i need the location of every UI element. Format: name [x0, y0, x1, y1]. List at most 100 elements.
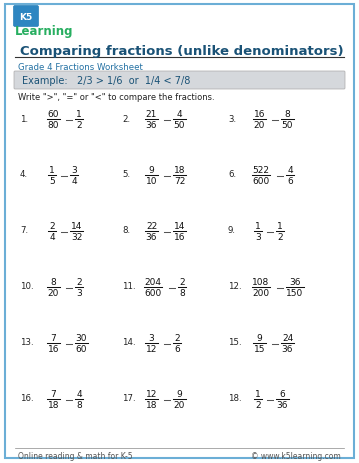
Text: 1: 1 — [277, 221, 283, 231]
Text: 4: 4 — [287, 166, 293, 175]
Text: 2.: 2. — [122, 114, 130, 123]
Text: 60: 60 — [76, 344, 87, 353]
Text: 20: 20 — [254, 121, 265, 130]
Text: 11.: 11. — [122, 282, 136, 291]
Text: K5: K5 — [19, 13, 33, 21]
Text: 600: 600 — [144, 288, 162, 297]
Text: 1.: 1. — [20, 114, 28, 123]
Text: 4: 4 — [76, 389, 82, 398]
Text: 36: 36 — [277, 400, 288, 409]
Text: 4: 4 — [49, 232, 55, 242]
Text: Write ">", "=" or "<" to compare the fractions.: Write ">", "=" or "<" to compare the fra… — [18, 92, 215, 101]
Text: 2: 2 — [277, 232, 283, 242]
Text: 3: 3 — [76, 288, 82, 297]
Text: 8: 8 — [285, 110, 290, 119]
Text: 36: 36 — [282, 344, 293, 353]
Text: 36: 36 — [146, 232, 157, 242]
Text: 60: 60 — [48, 110, 59, 119]
Text: Grade 4 Fractions Worksheet: Grade 4 Fractions Worksheet — [18, 63, 143, 71]
Text: 108: 108 — [252, 277, 270, 287]
Text: 21: 21 — [146, 110, 157, 119]
Text: 7.: 7. — [20, 226, 28, 235]
Text: 24: 24 — [282, 333, 293, 342]
Text: 16: 16 — [48, 344, 59, 353]
Text: 18: 18 — [174, 166, 185, 175]
Text: 8: 8 — [76, 400, 82, 409]
Text: 20: 20 — [48, 288, 59, 297]
Text: 12.: 12. — [228, 282, 242, 291]
Text: 7: 7 — [51, 389, 56, 398]
Text: 6: 6 — [280, 389, 285, 398]
Text: 12: 12 — [146, 389, 157, 398]
Text: 2: 2 — [49, 221, 55, 231]
Text: 14: 14 — [71, 221, 82, 231]
Text: 4: 4 — [71, 176, 77, 186]
Text: 5: 5 — [49, 176, 55, 186]
Text: 7: 7 — [51, 333, 56, 342]
Text: 1: 1 — [76, 110, 82, 119]
Text: 2: 2 — [179, 277, 185, 287]
Text: 18: 18 — [48, 400, 59, 409]
Text: 12: 12 — [146, 344, 157, 353]
Text: 3: 3 — [71, 166, 77, 175]
Text: 3.: 3. — [228, 114, 236, 123]
Text: Comparing fractions (unlike denominators): Comparing fractions (unlike denominators… — [20, 45, 344, 58]
Text: 6: 6 — [174, 344, 180, 353]
Text: 1: 1 — [49, 166, 55, 175]
Text: 14: 14 — [174, 221, 185, 231]
Text: 16: 16 — [254, 110, 265, 119]
Text: 15: 15 — [254, 344, 265, 353]
Text: Learning: Learning — [15, 25, 74, 38]
Text: 8: 8 — [179, 288, 185, 297]
Text: 30: 30 — [76, 333, 87, 342]
Text: 18.: 18. — [228, 394, 242, 403]
Text: 1: 1 — [255, 389, 261, 398]
Text: 36: 36 — [289, 277, 301, 287]
Text: 50: 50 — [174, 121, 185, 130]
FancyBboxPatch shape — [14, 6, 38, 27]
Text: 16.: 16. — [20, 394, 34, 403]
Text: 3: 3 — [149, 333, 154, 342]
Text: Online reading & math for K-5: Online reading & math for K-5 — [18, 451, 132, 461]
Text: 2: 2 — [76, 121, 82, 130]
Text: 10.: 10. — [20, 282, 34, 291]
Text: 22: 22 — [146, 221, 157, 231]
Text: 8.: 8. — [122, 226, 130, 235]
Text: 9: 9 — [257, 333, 262, 342]
Text: 80: 80 — [48, 121, 59, 130]
Text: 6.: 6. — [228, 170, 236, 179]
Text: © www.k5learning.com: © www.k5learning.com — [251, 451, 341, 461]
Text: 32: 32 — [71, 232, 82, 242]
Text: 18: 18 — [146, 400, 157, 409]
Text: 15.: 15. — [228, 338, 242, 347]
Text: 3: 3 — [255, 232, 261, 242]
Text: 13.: 13. — [20, 338, 34, 347]
Text: 9: 9 — [149, 166, 154, 175]
Text: 50: 50 — [282, 121, 293, 130]
Text: 6: 6 — [287, 176, 293, 186]
Text: 20: 20 — [174, 400, 185, 409]
Text: 16: 16 — [174, 232, 185, 242]
Text: 200: 200 — [252, 288, 270, 297]
FancyBboxPatch shape — [14, 72, 345, 90]
Text: 9: 9 — [177, 389, 182, 398]
Text: 14.: 14. — [122, 338, 136, 347]
Text: 2: 2 — [174, 333, 180, 342]
Text: 17.: 17. — [122, 394, 136, 403]
Text: Example:   2/3 > 1/6  or  1/4 < 7/8: Example: 2/3 > 1/6 or 1/4 < 7/8 — [22, 76, 190, 86]
Text: 9.: 9. — [228, 226, 236, 235]
Text: 150: 150 — [286, 288, 304, 297]
Text: 36: 36 — [146, 121, 157, 130]
Text: 4.: 4. — [20, 170, 28, 179]
Text: 600: 600 — [252, 176, 270, 186]
Text: 4: 4 — [177, 110, 182, 119]
Text: 72: 72 — [174, 176, 185, 186]
Text: 1: 1 — [255, 221, 261, 231]
Text: 8: 8 — [51, 277, 56, 287]
Text: 522: 522 — [252, 166, 270, 175]
Text: 204: 204 — [145, 277, 162, 287]
Text: 2: 2 — [255, 400, 261, 409]
Text: 2: 2 — [76, 277, 82, 287]
Text: 5.: 5. — [122, 170, 130, 179]
Text: 10: 10 — [146, 176, 157, 186]
